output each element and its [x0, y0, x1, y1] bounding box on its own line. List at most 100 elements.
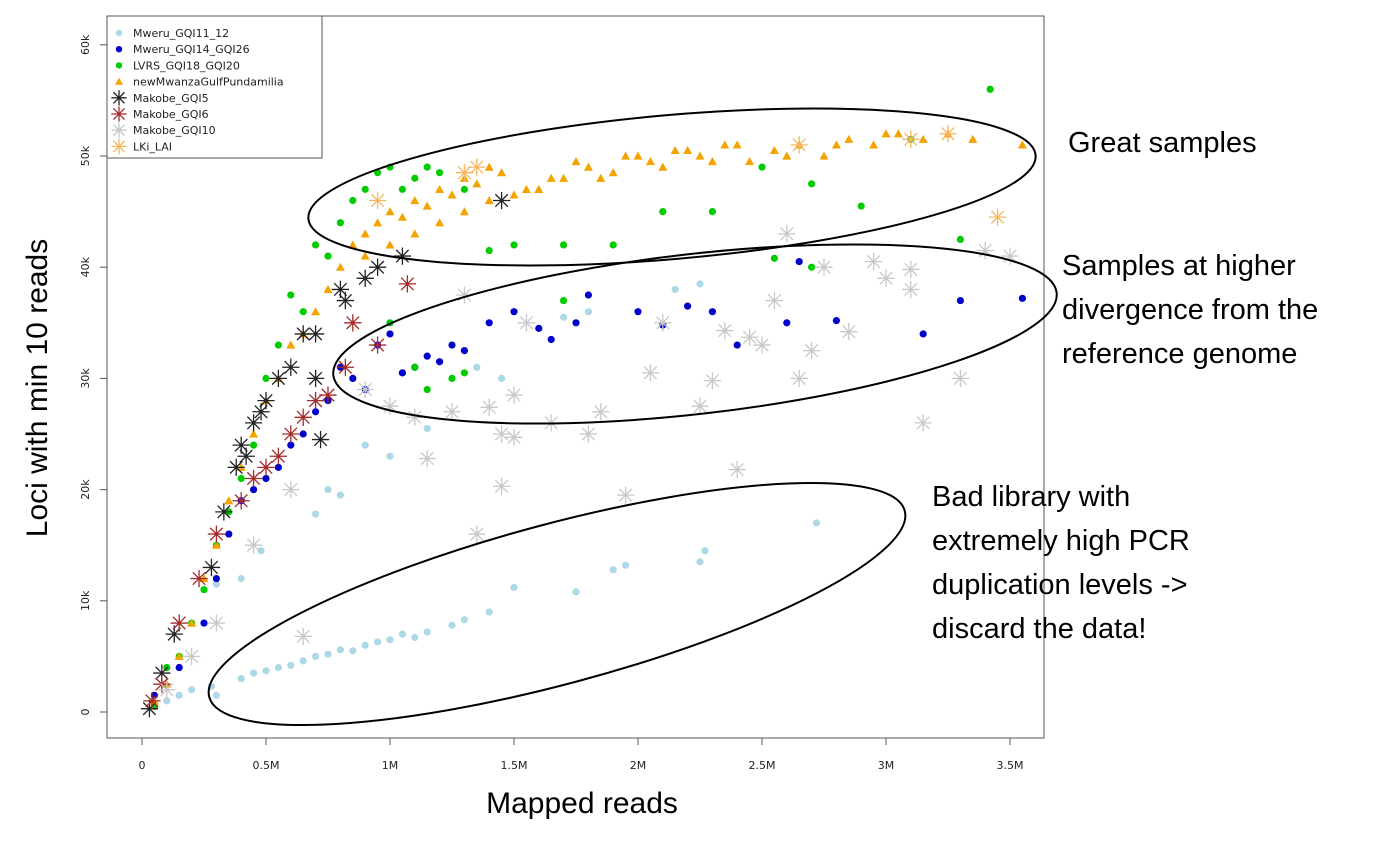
data-point — [312, 652, 320, 661]
data-point — [765, 291, 784, 310]
data-point — [360, 251, 370, 260]
data-point — [282, 480, 300, 499]
data-point — [939, 125, 957, 143]
y-tick-label: 60k — [79, 34, 92, 55]
data-point — [140, 700, 159, 718]
data-point — [299, 308, 307, 316]
data-point — [720, 140, 730, 149]
data-point — [269, 369, 288, 388]
data-point — [348, 240, 358, 249]
data-point — [621, 151, 631, 160]
data-point — [670, 145, 680, 155]
data-point — [808, 263, 816, 271]
data-point — [583, 162, 593, 171]
data-point — [460, 369, 468, 377]
data-point — [411, 363, 419, 371]
data-point — [492, 477, 511, 495]
series-3 — [150, 85, 994, 711]
data-point — [386, 330, 394, 338]
data-point — [249, 429, 259, 438]
annotation-divergent-samples: Samples at higher divergence from the re… — [1062, 250, 1326, 370]
y-tick-label: 20k — [79, 479, 92, 500]
data-point — [485, 246, 493, 255]
y-tick-label: 50k — [79, 145, 92, 166]
data-point — [282, 425, 300, 443]
data-point — [795, 258, 803, 266]
data-point — [257, 547, 265, 555]
annotation-bad-library-line-4: discard the data! — [932, 613, 1146, 645]
data-point — [753, 336, 771, 354]
data-point — [902, 260, 920, 279]
data-point — [306, 392, 325, 410]
data-point — [336, 646, 344, 654]
y-tick-label: 30k — [79, 368, 92, 389]
annotation-bad-library-line-3: duplication levels -> — [932, 569, 1188, 601]
data-point — [158, 681, 176, 699]
data-point — [250, 486, 258, 494]
series-8 — [368, 125, 1007, 226]
series-5 — [140, 191, 511, 718]
data-point — [274, 463, 282, 471]
data-point — [398, 630, 406, 638]
data-point — [783, 319, 791, 327]
legend-label: Mweru_GQI14_GQI26 — [133, 43, 250, 56]
data-point — [287, 441, 295, 449]
data-point — [336, 358, 354, 376]
data-point — [609, 241, 617, 249]
y-tick-label: 0 — [79, 709, 92, 716]
data-point — [187, 618, 197, 627]
data-point — [202, 558, 221, 577]
data-point — [956, 235, 965, 243]
data-point — [435, 218, 445, 227]
data-point — [641, 364, 660, 382]
y-tick-label: 40k — [79, 256, 92, 277]
data-point — [1017, 140, 1027, 149]
data-point — [436, 358, 444, 366]
data-point — [448, 621, 456, 629]
data-point — [311, 430, 330, 449]
series-7 — [158, 225, 1019, 699]
data-point — [455, 286, 474, 304]
data-point — [1018, 294, 1026, 302]
data-point — [373, 218, 383, 227]
data-point — [918, 134, 928, 143]
data-point — [257, 392, 275, 410]
annotation-bad-library: Bad library with extremely high PCR dupl… — [932, 481, 1198, 645]
data-point — [211, 540, 221, 549]
data-point — [224, 496, 234, 505]
data-point — [257, 458, 275, 476]
data-point — [368, 258, 387, 276]
data-point — [707, 157, 717, 166]
legend: Mweru_GQI11_12 Mweru_GQI14_GQI26 LVRS_GQI1… — [106, 15, 323, 159]
data-point — [902, 280, 920, 299]
data-point — [232, 492, 250, 510]
data-point — [252, 403, 270, 421]
data-point — [331, 280, 350, 299]
data-point — [386, 452, 394, 460]
data-point — [287, 661, 295, 669]
data-point — [1001, 247, 1019, 265]
data-point — [535, 324, 543, 332]
legend-label: LVRS_GQI18_GQI20 — [133, 59, 240, 72]
data-point — [312, 408, 320, 416]
data-point — [505, 428, 523, 446]
data-point — [492, 191, 511, 210]
data-point — [782, 151, 792, 160]
data-point — [459, 207, 469, 216]
data-point — [659, 208, 667, 216]
data-point — [733, 341, 741, 349]
data-point — [521, 184, 531, 193]
data-point — [311, 307, 321, 316]
data-point — [498, 374, 506, 382]
data-point — [287, 291, 295, 299]
data-point — [560, 296, 568, 305]
data-point — [182, 647, 201, 666]
legend-marker — [115, 62, 123, 69]
data-point — [299, 657, 307, 665]
data-point — [306, 369, 325, 388]
data-point — [914, 414, 932, 432]
data-point — [819, 151, 829, 160]
data-point — [480, 398, 498, 416]
data-point — [385, 240, 395, 249]
